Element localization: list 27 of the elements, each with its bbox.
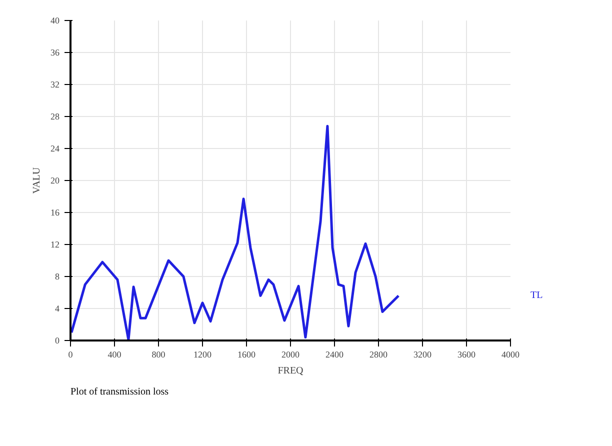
text: Plot of transmission loss	[70, 386, 169, 398]
line-series	[70, 124, 400, 340]
y-tick-label: 20	[50, 176, 60, 186]
y-tick-label: 32	[50, 80, 60, 90]
x-tick-label: 3600	[458, 350, 476, 360]
y-tick-label: 36	[50, 48, 60, 58]
y-tick-label: 4	[55, 304, 60, 314]
y-tick-label: 8	[55, 272, 60, 282]
text: TL	[530, 290, 543, 302]
x-tick-label: 4000	[502, 350, 520, 360]
y-axis-title: VALU	[32, 166, 42, 194]
x-tick-label: 2400	[326, 350, 344, 360]
y-tick-label: 40	[50, 16, 60, 26]
y-tick-label: 16	[50, 208, 60, 218]
x-tick-label: 2000	[282, 350, 300, 360]
x-axis-title: FREQ	[278, 366, 304, 376]
x-tick-label: 400	[108, 350, 122, 360]
x-tick-label: 1200	[194, 350, 212, 360]
x-tick-label: 1600	[238, 350, 256, 360]
x-tick-label: 800	[152, 350, 166, 360]
x-tick-label: 0	[68, 350, 74, 360]
y-tick-label: 24	[50, 144, 60, 154]
y-tick-label: 12	[50, 240, 60, 250]
x-tick-label: 2800	[370, 350, 388, 360]
y-tick-label: 0	[55, 336, 60, 346]
y-tick-label: 28	[50, 112, 60, 122]
x-tick-label: 3200	[414, 350, 432, 360]
